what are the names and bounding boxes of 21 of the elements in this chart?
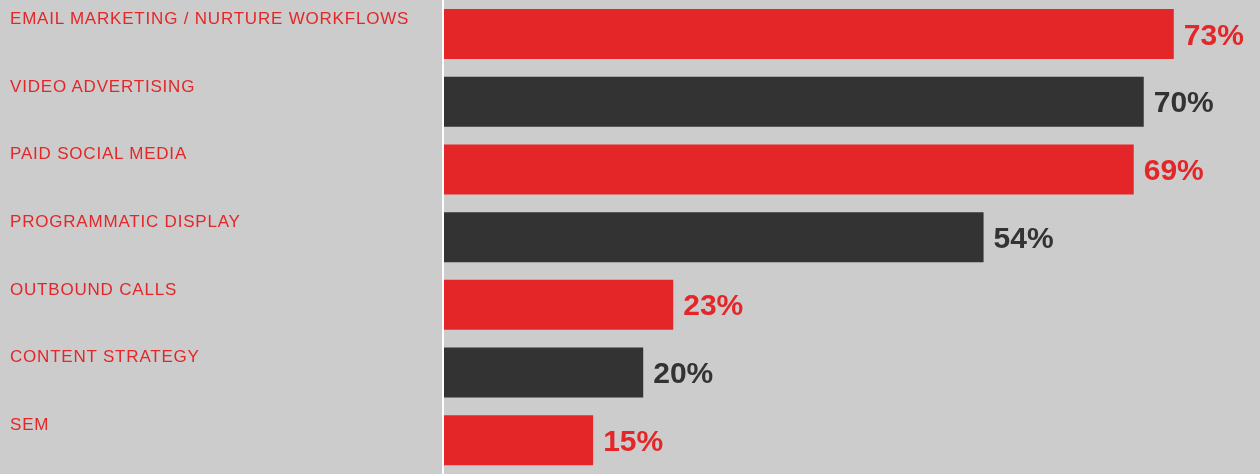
y-tick-label: CONTENT STRATEGY [10,347,200,367]
y-tick-label: EMAIL MARKETING / NURTURE WORKFLOWS [10,8,410,28]
y-tick-label: VIDEO ADVERTISING [10,76,196,96]
data-label: 69% [1143,152,1204,186]
bar [443,76,1144,127]
bar [443,9,1174,59]
bar [443,347,644,398]
y-tick-label: SEM [10,415,50,435]
y-tick-label: PROGRAMMATIC DISPLAY [10,212,241,231]
data-label: 54% [993,220,1054,254]
data-label: 70% [1153,85,1214,119]
y-tick-label: PAID SOCIAL MEDIA [10,144,188,164]
data-label: 15% [603,423,664,457]
bar [443,415,594,466]
bar [443,279,674,330]
data-label: 20% [653,356,714,390]
y-tick-label: OUTBOUND CALLS [10,279,178,299]
bar [443,212,984,263]
bar [443,144,1134,195]
data-label: 73% [1183,17,1244,51]
data-label: 23% [683,288,744,322]
